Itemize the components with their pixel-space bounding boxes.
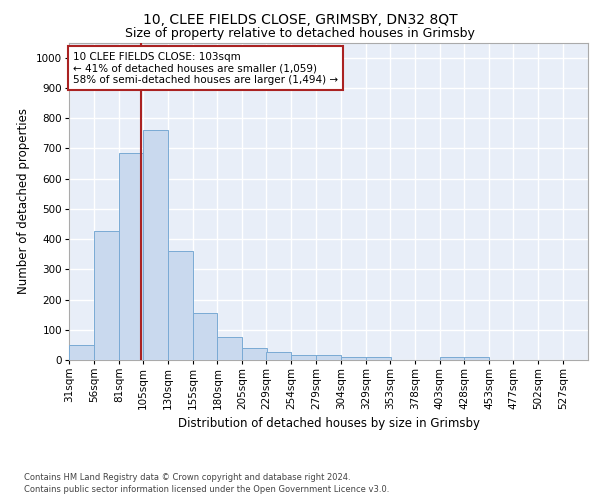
Text: 10 CLEE FIELDS CLOSE: 103sqm
← 41% of detached houses are smaller (1,059)
58% of: 10 CLEE FIELDS CLOSE: 103sqm ← 41% of de… bbox=[73, 52, 338, 85]
Bar bbox=[69, 345, 94, 360]
X-axis label: Distribution of detached houses by size in Grimsby: Distribution of detached houses by size … bbox=[178, 418, 479, 430]
Bar bbox=[242, 348, 267, 360]
Y-axis label: Number of detached properties: Number of detached properties bbox=[17, 108, 31, 294]
Bar bbox=[143, 130, 167, 360]
Text: Size of property relative to detached houses in Grimsby: Size of property relative to detached ho… bbox=[125, 28, 475, 40]
Bar bbox=[119, 153, 144, 360]
Bar bbox=[266, 352, 291, 360]
Bar bbox=[464, 357, 490, 360]
Text: 10, CLEE FIELDS CLOSE, GRIMSBY, DN32 8QT: 10, CLEE FIELDS CLOSE, GRIMSBY, DN32 8QT bbox=[143, 12, 457, 26]
Bar bbox=[440, 357, 464, 360]
Text: Contains public sector information licensed under the Open Government Licence v3: Contains public sector information licen… bbox=[24, 485, 389, 494]
Bar bbox=[366, 357, 391, 360]
Bar bbox=[316, 354, 341, 360]
Bar bbox=[341, 357, 366, 360]
Bar bbox=[193, 313, 217, 360]
Text: Contains HM Land Registry data © Crown copyright and database right 2024.: Contains HM Land Registry data © Crown c… bbox=[24, 472, 350, 482]
Bar bbox=[167, 251, 193, 360]
Bar bbox=[217, 338, 242, 360]
Bar bbox=[291, 354, 316, 360]
Bar bbox=[94, 232, 119, 360]
